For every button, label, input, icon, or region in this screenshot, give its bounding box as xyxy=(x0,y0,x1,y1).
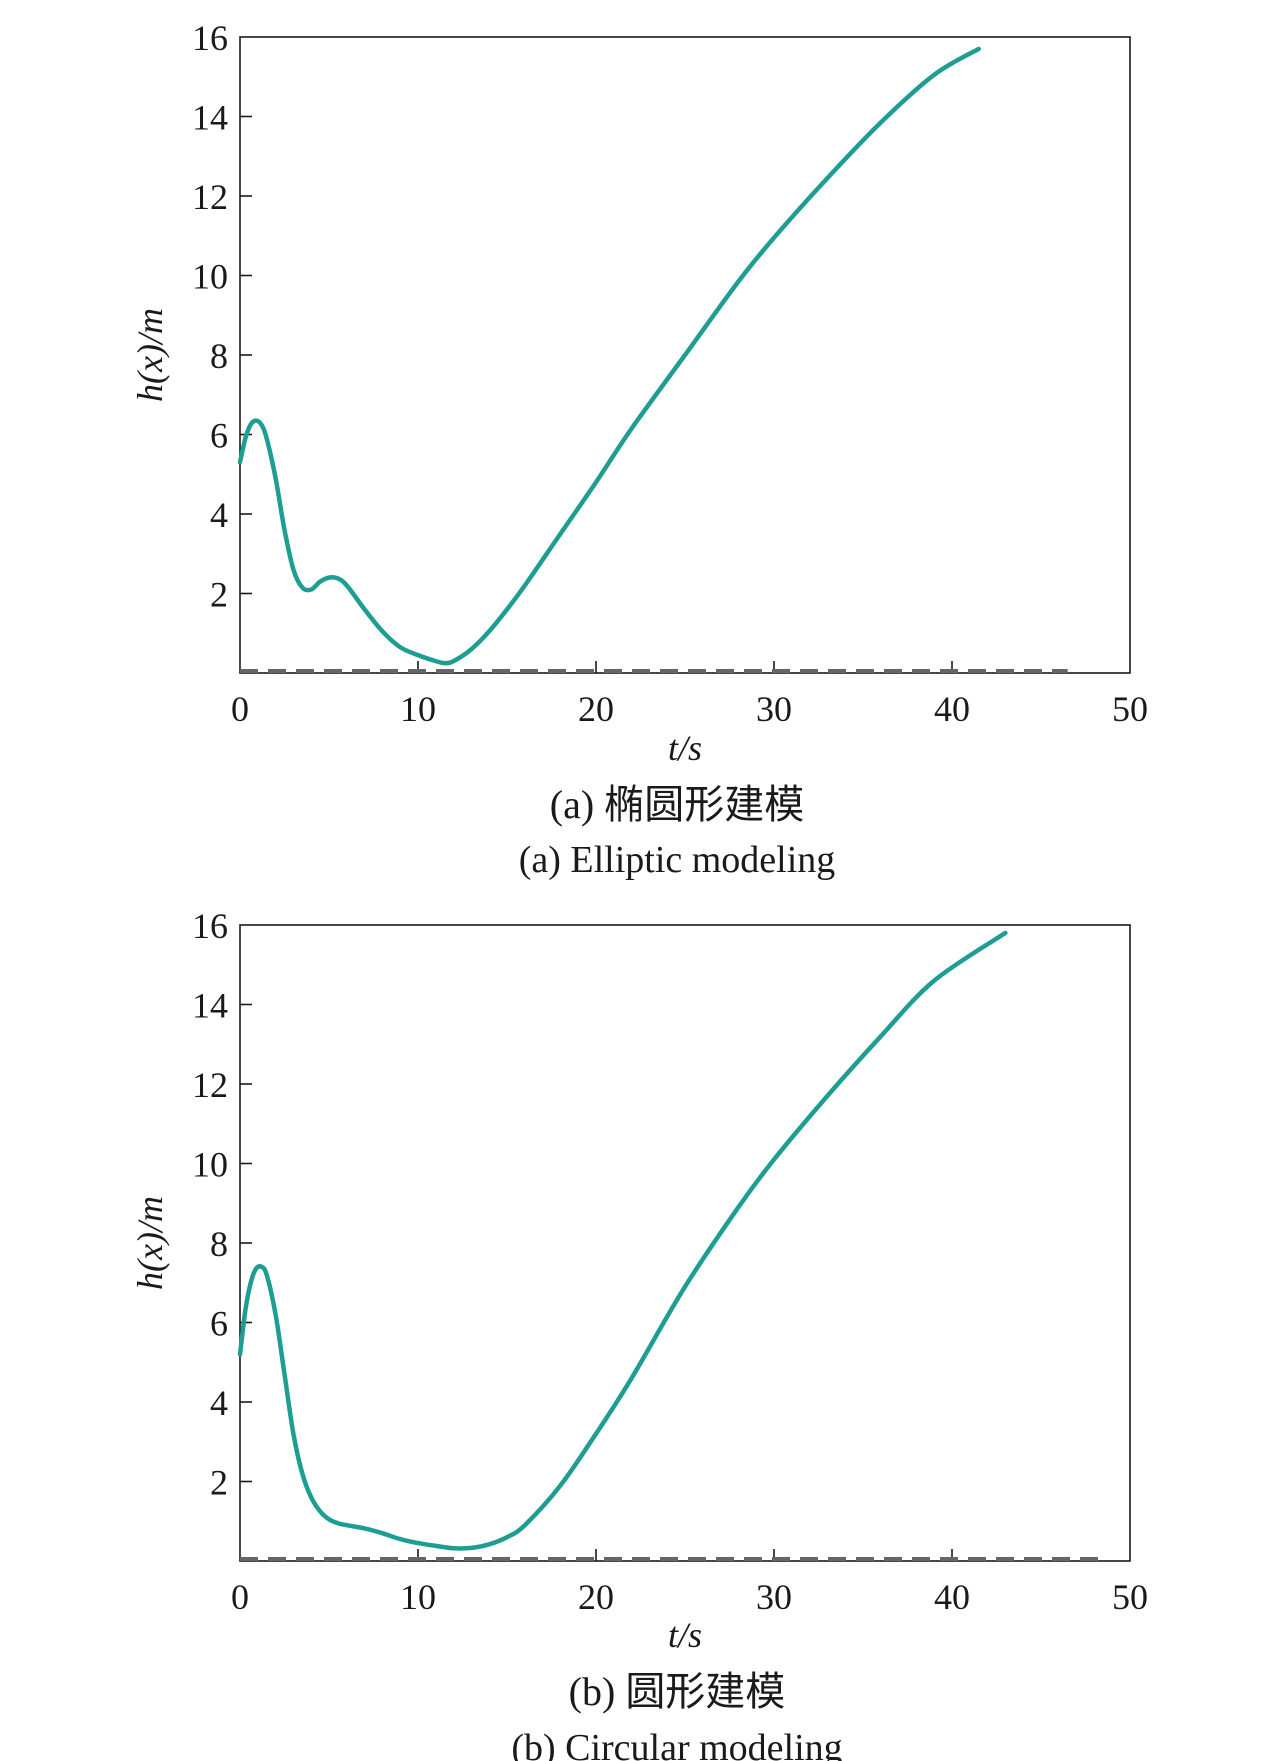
x-tick-label: 20 xyxy=(578,1577,614,1617)
series-line xyxy=(237,930,1008,1551)
y-tick-label: 10 xyxy=(192,1145,228,1185)
y-tick-label: 2 xyxy=(210,1463,228,1503)
y-tick-label: 6 xyxy=(210,416,228,456)
chart-panel-b: 0 10 20 30 40 50 2 4 6 8 10 12 14 16 t/s h(x)/m (b) 圆形建模… xyxy=(130,906,1148,1761)
y-tick-label: 14 xyxy=(192,986,228,1026)
caption-chinese: (a) 椭圆形建模 xyxy=(550,782,804,827)
x-tick-label: 10 xyxy=(400,689,436,729)
y-axis-label: h(x)/m xyxy=(130,1196,170,1290)
x-axis-label: t/s xyxy=(668,1615,702,1655)
caption-chinese: (b) 圆形建模 xyxy=(569,1669,786,1714)
y-tick-label: 16 xyxy=(192,906,228,946)
y-tick-label: 4 xyxy=(210,1383,228,1423)
y-tick-label: 12 xyxy=(192,1065,228,1105)
y-axis-label: h(x)/m xyxy=(130,308,170,402)
plot-frame xyxy=(239,924,1131,1562)
x-tick-label: 50 xyxy=(1112,689,1148,729)
x-axis-label: t/s xyxy=(668,728,702,768)
y-tick-label: 2 xyxy=(210,575,228,615)
x-tick-label: 10 xyxy=(400,1577,436,1617)
x-tick-label: 50 xyxy=(1112,1577,1148,1617)
y-tick-label: 8 xyxy=(210,336,228,376)
y-tick-label: 8 xyxy=(210,1224,228,1264)
x-tick-label: 0 xyxy=(231,689,249,729)
y-tick-label: 10 xyxy=(192,257,228,297)
x-tick-label: 0 xyxy=(231,1577,249,1617)
caption-english: (a) Elliptic modeling xyxy=(519,839,836,881)
y-tick-label: 14 xyxy=(192,98,228,138)
y-tick-label: 6 xyxy=(210,1304,228,1344)
caption-english: (b) Circular modeling xyxy=(511,1727,842,1761)
chart-panel-a: 0 10 20 30 40 50 2 4 6 8 10 12 14 16 t/s h(x)/m (a) 椭圆形建… xyxy=(130,18,1148,881)
x-tick-label: 30 xyxy=(756,689,792,729)
x-tick-label: 30 xyxy=(756,1577,792,1617)
series-line xyxy=(237,46,981,666)
y-tick-label: 4 xyxy=(210,495,228,535)
y-tick-label: 12 xyxy=(192,177,228,217)
x-tick-label: 40 xyxy=(934,1577,970,1617)
x-tick-label: 40 xyxy=(934,689,970,729)
x-tick-label: 20 xyxy=(578,689,614,729)
y-tick-label: 16 xyxy=(192,18,228,58)
